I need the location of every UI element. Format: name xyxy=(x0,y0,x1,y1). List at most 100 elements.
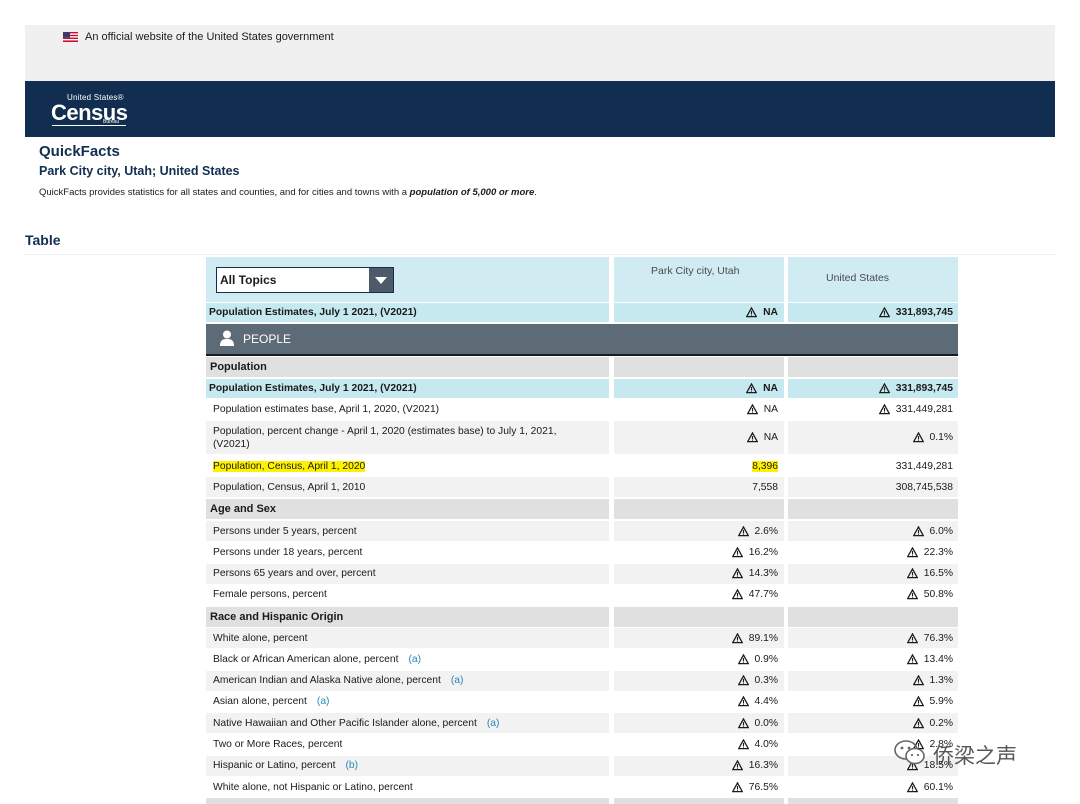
warning-icon[interactable] xyxy=(737,525,749,537)
people-label: PEOPLE xyxy=(243,332,292,346)
table-row-highlighted[interactable]: Population, Census, April 1, 2020 8,396 … xyxy=(206,456,958,476)
logo-census: Census xyxy=(51,100,128,125)
row-value-park-city: 0.9% xyxy=(614,649,784,670)
section-race-and-hispanic-origin: Race and Hispanic Origin xyxy=(206,607,958,627)
table-row[interactable]: Native Hawaiian and Other Pacific Island… xyxy=(206,713,958,734)
table-divider xyxy=(25,254,1055,255)
section-spacer xyxy=(788,798,958,804)
warning-icon[interactable] xyxy=(906,589,918,600)
row-label: Female persons, percent xyxy=(206,584,609,605)
row-label: Native Hawaiian and Other Pacific Island… xyxy=(206,713,609,734)
warning-icon[interactable] xyxy=(746,383,758,394)
row-label: American Indian and Alaska Native alone,… xyxy=(206,670,609,691)
row-value-united-states: 331,893,745 xyxy=(788,303,958,322)
table-row[interactable]: Asian alone, percent (a) 4.4% 5.9% xyxy=(206,691,958,712)
warning-icon[interactable] xyxy=(746,432,758,443)
logo-united-states: United States® xyxy=(67,93,124,102)
footnote-link[interactable]: (a) xyxy=(408,653,422,665)
row-label: Persons 65 years and over, percent xyxy=(206,563,609,584)
row-label: White alone, not Hispanic or Latino, per… xyxy=(206,777,609,798)
warning-icon[interactable] xyxy=(912,525,924,537)
warning-icon[interactable] xyxy=(906,653,918,665)
gov-banner: An official website of the United States… xyxy=(25,25,1055,81)
section-spacer xyxy=(614,607,784,627)
chevron-down-icon[interactable] xyxy=(369,268,393,292)
warning-icon[interactable] xyxy=(906,760,918,771)
row-label: Population estimates base, April 1, 2020… xyxy=(206,399,609,419)
column-header-united-states: United States xyxy=(788,257,958,302)
warning-icon[interactable] xyxy=(912,432,924,443)
warning-icon[interactable] xyxy=(878,403,890,415)
warning-icon[interactable] xyxy=(906,568,918,579)
table-row[interactable]: Black or African American alone, percent… xyxy=(206,649,958,670)
row-value-park-city: 16.3% xyxy=(614,755,784,776)
census-logo[interactable]: United States® Census Bureau xyxy=(51,92,131,128)
warning-icon[interactable] xyxy=(878,383,890,394)
row-value-united-states: 50.8% xyxy=(788,584,958,605)
footnote-link[interactable]: (a) xyxy=(486,717,500,729)
warning-icon[interactable] xyxy=(737,739,749,750)
table-row[interactable]: Population estimates base, April 1, 2020… xyxy=(206,399,958,419)
section-spacer xyxy=(614,798,784,804)
warning-icon[interactable] xyxy=(737,675,749,686)
row-value-park-city: NA xyxy=(614,421,784,454)
warning-icon[interactable] xyxy=(912,717,924,729)
warning-icon[interactable] xyxy=(878,307,890,318)
table-row[interactable]: Female persons, percent 47.7% 50.8% xyxy=(206,584,958,605)
warning-icon[interactable] xyxy=(731,760,743,771)
row-value-united-states: 76.3% xyxy=(788,628,958,648)
row-value-park-city: 0.3% xyxy=(614,670,784,691)
row-label: Asian alone, percent (a) xyxy=(206,691,609,712)
footnote-link[interactable]: (a) xyxy=(450,675,464,687)
row-label: Persons under 18 years, percent xyxy=(206,542,609,563)
section-spacer xyxy=(614,499,784,519)
table-row[interactable]: White alone, percent 89.1% 76.3% xyxy=(206,628,958,648)
table-row[interactable]: Two or More Races, percent 4.0% 2.8% xyxy=(206,734,958,755)
warning-icon[interactable] xyxy=(737,653,749,665)
warning-icon[interactable] xyxy=(731,568,743,579)
warning-icon[interactable] xyxy=(731,589,743,600)
warning-icon[interactable] xyxy=(746,403,758,415)
desc-prefix: QuickFacts provides statistics for all s… xyxy=(39,187,410,198)
warning-icon[interactable] xyxy=(737,717,749,729)
row-value-united-states: 1.3% xyxy=(788,670,958,691)
warning-icon[interactable] xyxy=(906,781,918,793)
footnote-link[interactable]: (b) xyxy=(345,760,359,772)
warning-icon[interactable] xyxy=(746,307,758,318)
table-row[interactable]: Population Estimates, July 1 2021, (V202… xyxy=(206,379,958,398)
row-value-united-states: 331,449,281 xyxy=(788,399,958,419)
topics-select[interactable]: All Topics xyxy=(216,267,394,293)
person-icon xyxy=(220,330,234,346)
warning-icon[interactable] xyxy=(731,781,743,793)
warning-icon[interactable] xyxy=(906,546,918,558)
watermark-text: 侨梁之声 xyxy=(933,744,1017,768)
row-value-united-states: 5.9% xyxy=(788,691,958,712)
row-value-park-city: 4.4% xyxy=(614,691,784,712)
row-value-park-city: 47.7% xyxy=(614,584,784,605)
table-row[interactable]: Persons under 5 years, percent 2.6% 6.0% xyxy=(206,521,958,541)
people-section-bar[interactable]: PEOPLE xyxy=(206,324,958,356)
table-row[interactable]: Persons under 18 years, percent 16.2% 22.3… xyxy=(206,542,958,563)
warning-icon[interactable] xyxy=(912,675,924,686)
warning-icon[interactable] xyxy=(912,696,924,707)
warning-icon[interactable] xyxy=(906,632,918,644)
table-row[interactable]: Hispanic or Latino, percent (b) 16.3% 18.5% xyxy=(206,755,958,776)
row-label: Population, Census, April 1, 2020 xyxy=(206,456,609,476)
table-row[interactable]: Persons 65 years and over, percent 14.3% 1… xyxy=(206,563,958,584)
warning-icon[interactable] xyxy=(737,696,749,707)
row-value-united-states: 0.2% xyxy=(788,713,958,734)
warning-icon[interactable] xyxy=(731,632,743,644)
table-row[interactable]: White alone, not Hispanic or Latino, per… xyxy=(206,777,958,798)
table-row[interactable]: Population, Census, April 1, 2010 7,558 … xyxy=(206,477,958,497)
section-age-and-sex: Age and Sex xyxy=(206,499,958,519)
row-value-united-states: 331,449,281 xyxy=(788,456,958,476)
section-spacer xyxy=(788,607,958,627)
footnote-link[interactable]: (a) xyxy=(316,696,330,708)
warning-icon[interactable] xyxy=(731,546,743,558)
pinned-row[interactable]: Population Estimates, July 1 2021, (V202… xyxy=(206,303,958,322)
row-value-park-city: 7,558 xyxy=(614,477,784,497)
desc-suffix: . xyxy=(534,187,537,198)
table-row[interactable]: Population, percent change - April 1, 20… xyxy=(206,421,958,454)
section-label: Population xyxy=(206,357,609,377)
table-row[interactable]: American Indian and Alaska Native alone,… xyxy=(206,670,958,691)
